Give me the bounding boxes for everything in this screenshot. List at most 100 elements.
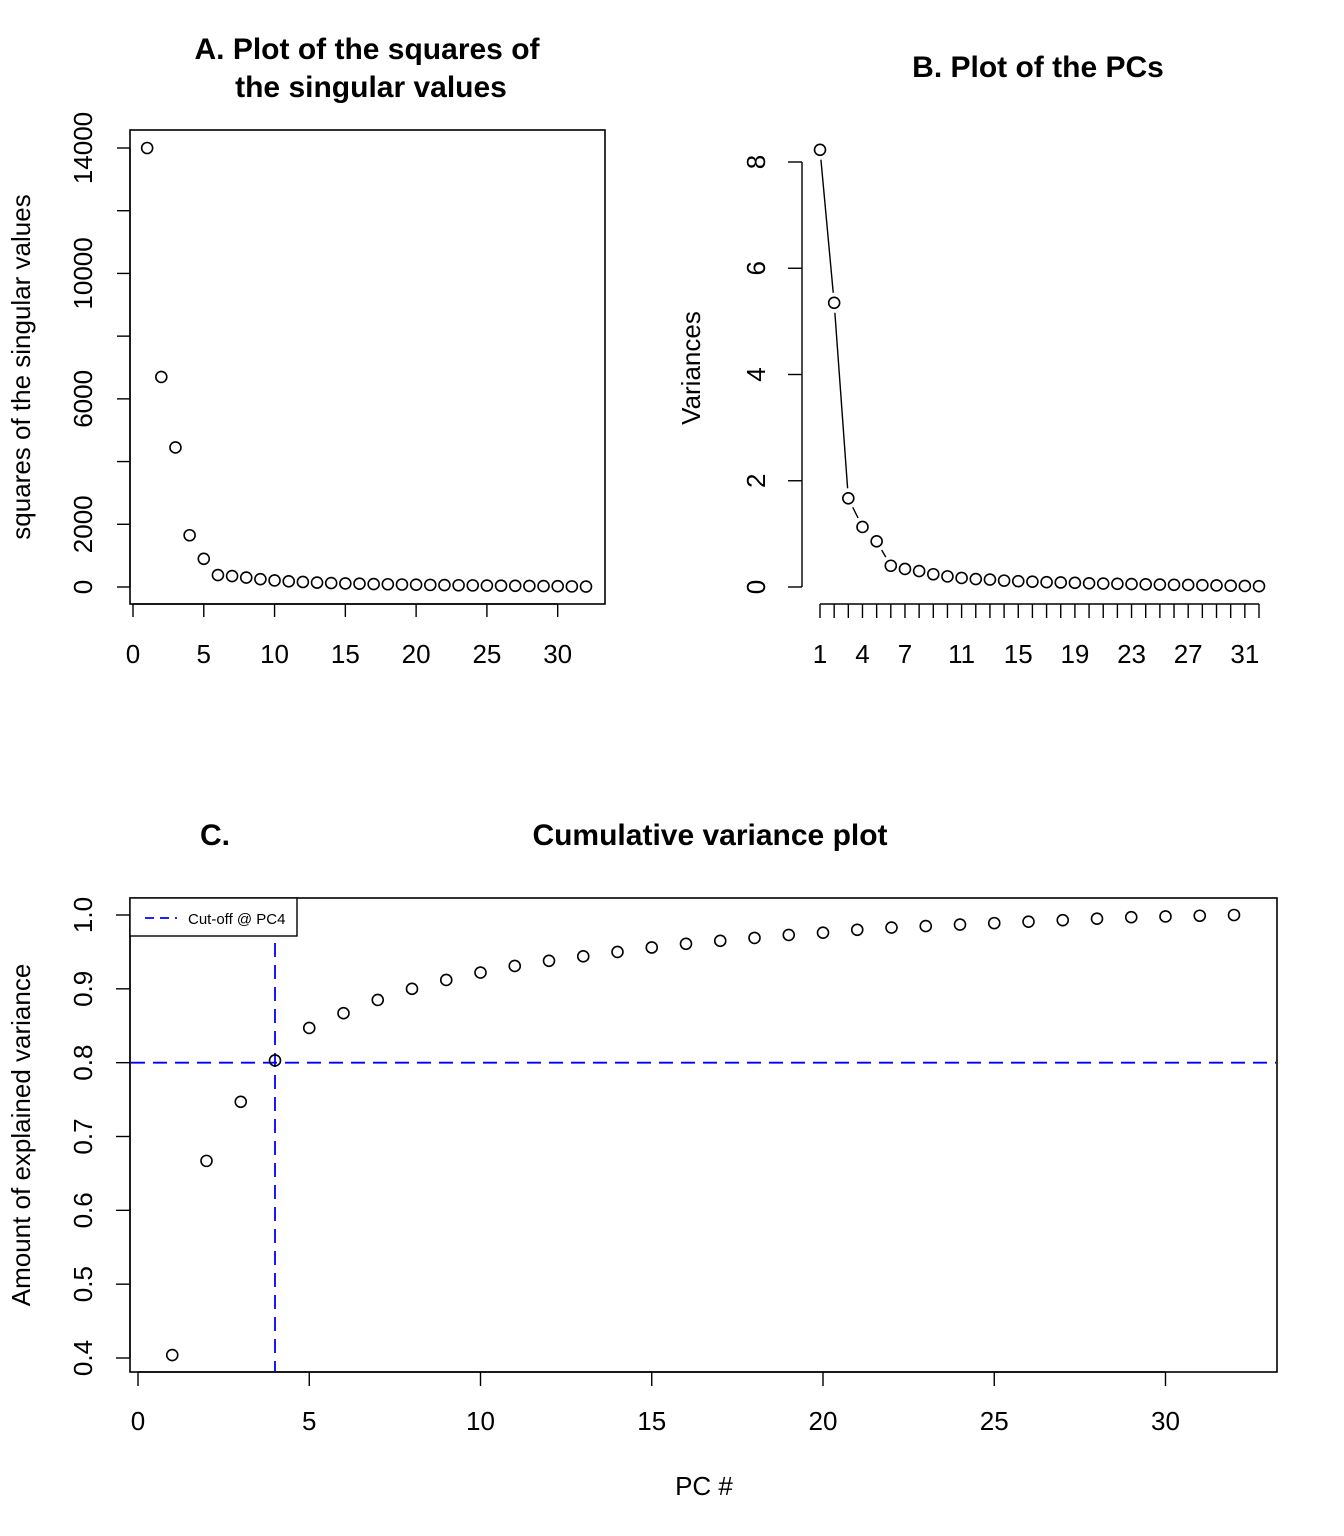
panel-c-point <box>268 1054 282 1067</box>
panel-c-point <box>1090 912 1104 925</box>
panel-c-y-axis-label: Amount of explained variance <box>6 964 36 1307</box>
panel-c-point <box>302 1021 316 1035</box>
panel-c: C. Cumulative variance plot 0 5 10 15 20 25 30… <box>6 819 1278 1501</box>
panel-c-points <box>165 908 1241 1362</box>
panel-b-point <box>884 559 898 573</box>
panel-b-point <box>955 571 968 585</box>
panel-b-x-tick-label: 31 <box>1230 639 1259 669</box>
panel-c-label: C. <box>200 819 230 852</box>
panel-a-point <box>353 577 366 591</box>
panel-b-y-axis-label: Variances <box>676 311 706 425</box>
panel-b-point <box>1196 578 1209 592</box>
panel-b-title: B. Plot of the PCs <box>912 51 1164 84</box>
panel-b-y-tick-label: 4 <box>741 367 771 381</box>
panel-c-point <box>850 923 864 937</box>
panel-a-point <box>480 579 494 592</box>
panel-b-point <box>912 564 926 578</box>
panel-c-reference-lines <box>131 899 1276 1371</box>
panel-b-x-tick-label: 4 <box>855 639 869 669</box>
panel-a: A. Plot of the squares of the singular v… <box>6 33 606 669</box>
panel-a-x-tick-label: 30 <box>543 639 572 669</box>
panel-c-point <box>1022 915 1035 928</box>
panel-a-title-line-2: the singular values <box>235 71 507 104</box>
panel-b-point <box>1040 575 1053 589</box>
panel-a-point <box>452 578 465 592</box>
panel-b-x-tick-label: 1 <box>813 639 827 669</box>
panel-b-points <box>813 143 1266 593</box>
panel-a-y-axis-label: squares of the singular values <box>6 194 36 539</box>
panel-a-x-tick-label: 15 <box>331 639 360 669</box>
panel-c-point <box>1193 909 1207 923</box>
panel-a-x-tick-label: 0 <box>126 639 140 669</box>
panel-b-point <box>1167 578 1181 592</box>
panel-c-x-axis: 0 5 10 15 20 25 30 <box>131 1371 1180 1436</box>
panel-c-x-tick-label: 5 <box>302 1406 316 1436</box>
panel-c-y-tick-label: 0.4 <box>68 1340 98 1376</box>
panel-c-point <box>508 959 522 973</box>
panel-b-x-tick-label: 19 <box>1060 639 1089 669</box>
panel-c-point <box>987 916 1001 930</box>
panel-c-legend: Cut-off @ PC4 <box>129 897 298 937</box>
panel-c-legend-box <box>129 897 298 937</box>
panel-b-point <box>1011 574 1025 588</box>
panel-a-point <box>155 370 168 384</box>
panel-c-y-tick-label: 0.8 <box>68 1045 98 1081</box>
panel-b-point <box>969 572 983 586</box>
panel-a-y-tick-label: 6000 <box>68 370 98 428</box>
panel-a-x-axis: 0 5 10 15 20 25 30 <box>126 603 572 669</box>
panel-a-point <box>565 580 579 593</box>
panel-c-point <box>405 982 419 996</box>
panel-b-y-tick-label: 8 <box>741 155 771 169</box>
panel-a-point <box>324 576 338 590</box>
panel-b-point <box>997 574 1011 587</box>
panel-a-point <box>381 577 395 591</box>
panel-b-point <box>1181 578 1195 592</box>
panel-a-point <box>409 578 423 591</box>
panel-a-point <box>537 579 550 593</box>
panel-c-point <box>234 1095 248 1109</box>
panel-c-y-tick-label: 1.0 <box>68 897 98 933</box>
panel-b-line-segment <box>834 312 849 489</box>
panel-b-point <box>813 143 827 157</box>
panel-c-y-tick-label: 0.7 <box>68 1118 98 1154</box>
panel-a-y-tick-label: 14000 <box>68 112 98 184</box>
panel-c-point <box>782 928 796 942</box>
panel-a-y-tick-label: 10000 <box>68 237 98 309</box>
panel-a-point <box>268 574 281 587</box>
panel-a-point <box>310 576 324 589</box>
panel-c-point <box>645 941 659 954</box>
panel-b-x-axis: 1 4 7 11 15 19 23 27 31 <box>813 603 1260 669</box>
panel-a-x-tick-label: 25 <box>472 639 501 669</box>
panel-a-x-tick-label: 20 <box>402 639 431 669</box>
panel-c-point <box>576 950 590 963</box>
panel-b-x-tick-label: 11 <box>948 639 975 669</box>
panel-a-y-axis: 0 2000 6000 10000 14000 <box>68 112 131 594</box>
panel-a-point <box>438 578 451 592</box>
panel-c-point <box>713 934 727 948</box>
panel-b-y-tick-label: 2 <box>741 474 771 488</box>
panel-a-point <box>197 552 211 566</box>
panel-c-point <box>200 1154 213 1168</box>
panel-a-point <box>169 441 182 454</box>
panel-c-point <box>1159 910 1172 923</box>
panel-c-x-tick-label: 0 <box>131 1406 145 1436</box>
panel-b-y-tick-label: 0 <box>741 580 771 594</box>
panel-c-point <box>1124 910 1138 924</box>
panel-b-x-tick-label: 15 <box>1004 639 1033 669</box>
panel-b-point <box>870 535 883 548</box>
panel-b-y-tick-label: 6 <box>741 261 771 275</box>
panel-a-point <box>211 568 225 582</box>
panel-b-point <box>1026 575 1039 588</box>
panel-a-point <box>395 578 409 591</box>
panel-b-point <box>1125 577 1138 591</box>
panel-b-point <box>1068 576 1082 590</box>
panel-c-point <box>1227 908 1241 922</box>
panel-a-point <box>494 579 508 592</box>
panel-a-title-line-1: A. Plot of the squares of <box>194 33 540 66</box>
panel-a-point <box>551 579 564 593</box>
panel-b-line-segments <box>820 159 887 558</box>
panel-c-x-tick-label: 20 <box>809 1406 838 1436</box>
panel-c-plot-box <box>129 897 1278 1373</box>
